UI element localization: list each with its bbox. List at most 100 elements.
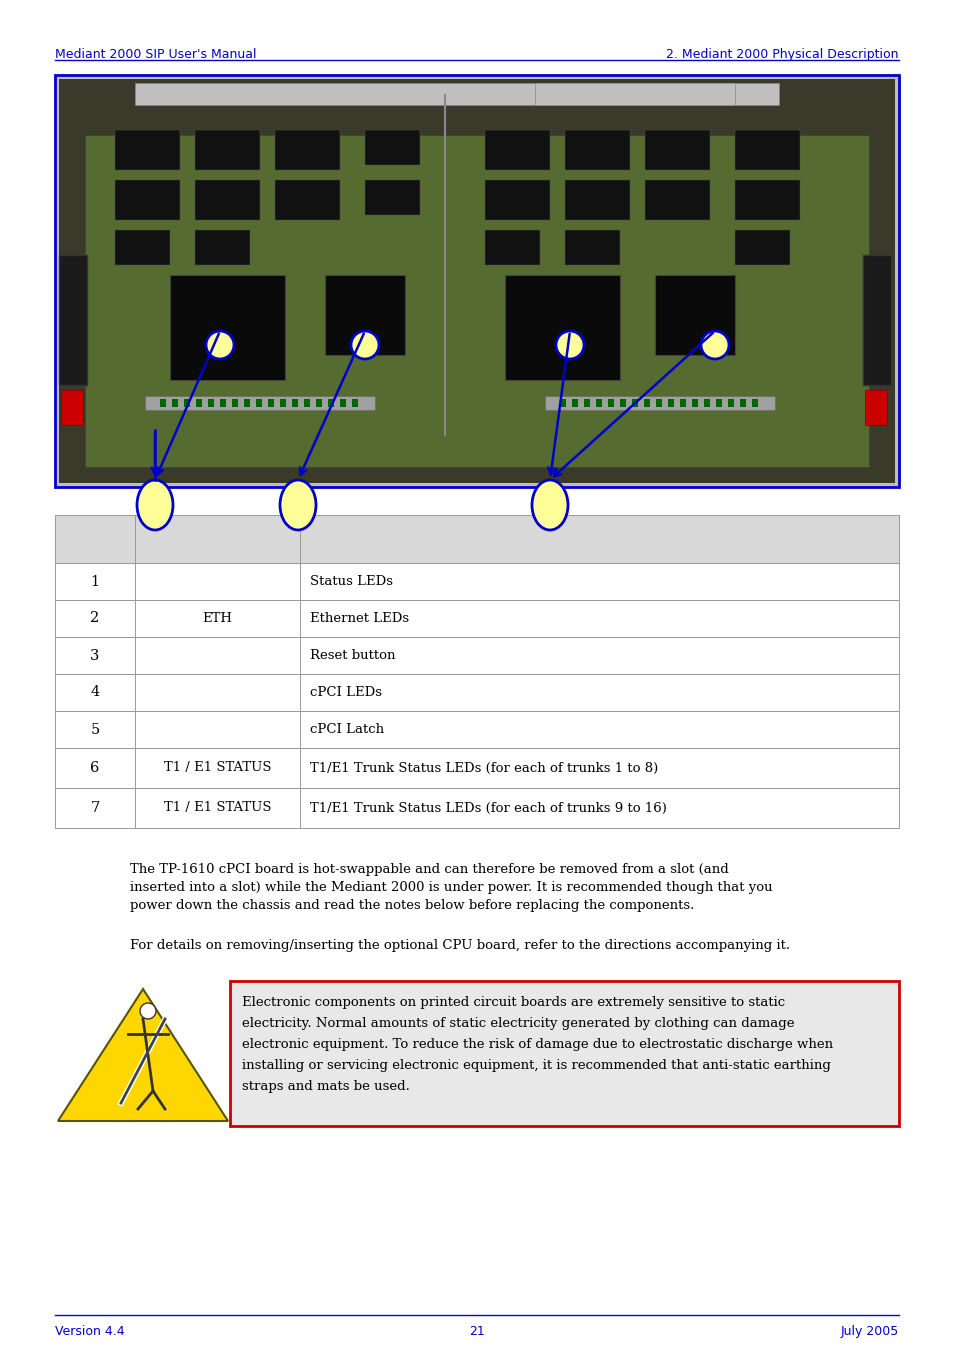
Bar [208,399,213,407]
Bar [484,230,539,265]
Bar [564,230,619,265]
Text: The TP-1610 cPCI board is hot-swappable and can therefore be removed from a slot: The TP-1610 cPCI board is hot-swappable … [130,863,728,875]
Bar [172,399,178,407]
Bar [644,180,709,220]
Bar [55,788,898,828]
Bar [194,230,250,265]
Text: Reset button: Reset button [310,648,395,662]
Bar [564,180,629,220]
Text: electronic equipment. To reduce the risk of damage due to electrostatic discharg: electronic equipment. To reduce the risk… [242,1038,832,1051]
Text: For details on removing/inserting the optional CPU board, refer to the direction: For details on removing/inserting the op… [130,939,789,952]
Text: Ethernet LEDs: Ethernet LEDs [310,612,409,626]
Text: cPCI Latch: cPCI Latch [310,723,384,736]
Bar [55,638,898,674]
Text: T1/E1 Trunk Status LEDs (for each of trunks 9 to 16): T1/E1 Trunk Status LEDs (for each of tru… [310,801,666,815]
Bar [607,399,614,407]
Text: straps and mats be used.: straps and mats be used. [242,1079,410,1093]
Text: 4: 4 [91,685,99,700]
Bar [734,180,800,220]
Bar [115,230,170,265]
Text: 2. Mediant 2000 Physical Description: 2. Mediant 2000 Physical Description [666,49,898,61]
Bar [55,76,898,486]
Bar [339,399,346,407]
Bar [703,399,709,407]
Bar [274,180,339,220]
Bar [559,399,565,407]
Ellipse shape [532,480,567,530]
Text: ETH: ETH [202,612,233,626]
Polygon shape [58,989,228,1121]
Bar [55,515,898,563]
Text: Mediant 2000 SIP User's Manual: Mediant 2000 SIP User's Manual [55,49,256,61]
Bar [268,399,274,407]
Bar [691,399,698,407]
Bar [740,399,745,407]
Bar [274,130,339,170]
Bar [55,563,898,600]
Bar [135,82,779,105]
Bar [55,748,898,788]
Bar [255,399,262,407]
Text: power down the chassis and read the notes below before replacing the components.: power down the chassis and read the note… [130,898,694,912]
Text: installing or servicing electronic equipment, it is recommended that anti-static: installing or servicing electronic equip… [242,1059,830,1071]
Bar [244,399,250,407]
Bar [667,399,673,407]
Text: electricity. Normal amounts of static electricity generated by clothing can dama: electricity. Normal amounts of static el… [242,1017,794,1029]
Bar [115,180,180,220]
Text: inserted into a slot) while the Mediant 2000 is under power. It is recommended t: inserted into a slot) while the Mediant … [130,881,772,894]
Text: 7: 7 [91,801,99,815]
Bar [232,399,237,407]
Text: 5: 5 [91,723,99,736]
Bar [145,396,375,409]
Ellipse shape [351,331,378,359]
Bar [484,180,550,220]
Bar [751,399,758,407]
Bar [365,180,419,215]
Bar [55,711,898,748]
Bar [365,130,419,165]
Bar [679,399,685,407]
Bar [160,399,166,407]
Ellipse shape [556,331,583,359]
Bar [862,255,890,385]
Bar [535,82,734,105]
Bar [184,399,190,407]
Bar [864,390,886,426]
Bar [352,399,357,407]
Bar [572,399,578,407]
Bar [59,78,894,484]
Text: Electronic components on printed circuit boards are extremely sensitive to stati: Electronic components on printed circuit… [242,996,784,1009]
Text: Version 4.4: Version 4.4 [55,1325,125,1337]
Bar [596,399,601,407]
Bar [304,399,310,407]
Bar [325,276,405,355]
Bar [230,981,898,1125]
Text: Status LEDs: Status LEDs [310,576,393,588]
Bar [55,600,898,638]
Bar [85,135,868,467]
Text: 21: 21 [469,1325,484,1337]
Bar [195,399,202,407]
Bar [564,130,629,170]
Text: T1/E1 Trunk Status LEDs (for each of trunks 1 to 8): T1/E1 Trunk Status LEDs (for each of tru… [310,762,658,774]
Bar [280,399,286,407]
Text: 6: 6 [91,761,99,775]
Bar [315,399,322,407]
Bar [59,255,87,385]
Bar [292,399,297,407]
Ellipse shape [140,1002,156,1019]
Text: T1 / E1 STATUS: T1 / E1 STATUS [164,801,271,815]
Ellipse shape [206,331,233,359]
Bar [631,399,638,407]
Bar [656,399,661,407]
Bar [170,276,285,380]
Bar [734,130,800,170]
Text: cPCI LEDs: cPCI LEDs [310,686,381,698]
Bar [61,390,83,426]
Bar [484,130,550,170]
Bar [55,674,898,711]
Ellipse shape [137,480,172,530]
Bar [644,130,709,170]
Text: July 2005: July 2005 [840,1325,898,1337]
Bar [194,130,260,170]
